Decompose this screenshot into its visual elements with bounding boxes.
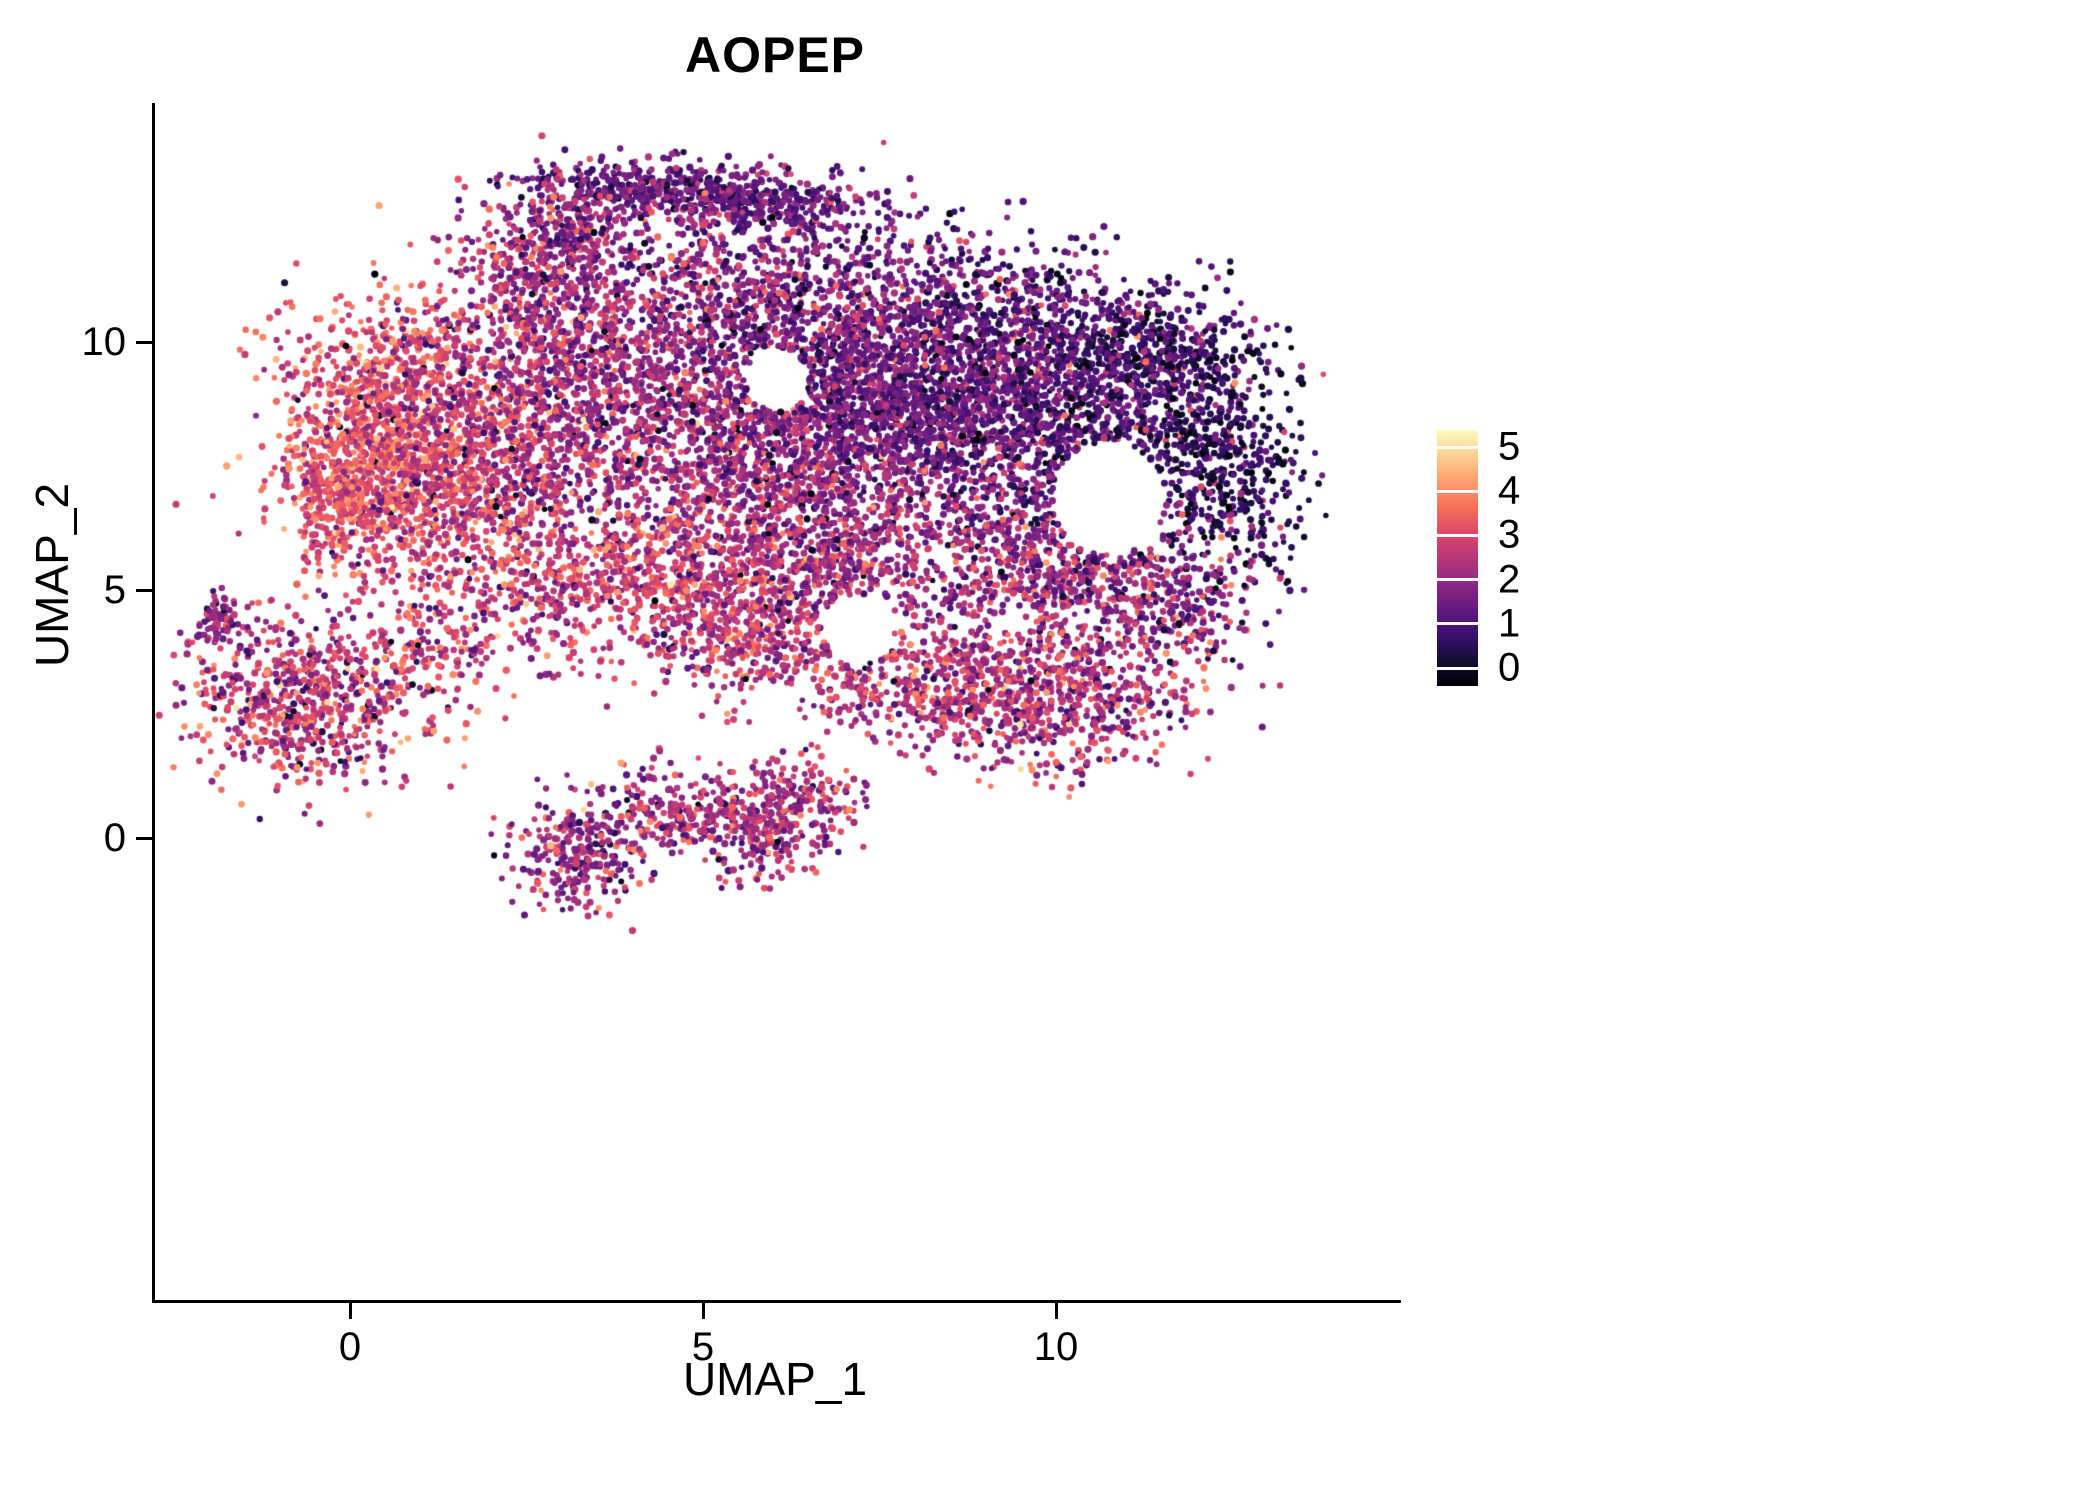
x-tick-mark bbox=[701, 1303, 705, 1319]
colorbar-gradient bbox=[1437, 430, 1478, 686]
x-axis-title: UMAP_1 bbox=[682, 1353, 868, 1405]
colorbar-tick-mark bbox=[1437, 622, 1478, 626]
colorbar-tick-label: 4 bbox=[1498, 468, 1521, 513]
colorbar-tick-label: 0 bbox=[1498, 645, 1521, 690]
plot-title: AOPEP bbox=[684, 27, 866, 83]
y-tick-label: 0 bbox=[103, 816, 126, 860]
x-axis-line bbox=[152, 1300, 1401, 1303]
colorbar-tick-mark bbox=[1437, 578, 1478, 582]
y-axis-line bbox=[152, 103, 155, 1303]
x-tick-label: 5 bbox=[691, 1325, 715, 1369]
colorbar-tick-label: 3 bbox=[1498, 512, 1521, 557]
y-tick-mark bbox=[136, 340, 152, 344]
colorbar-tick-mark bbox=[1437, 445, 1478, 449]
colorbar-tick-label: 2 bbox=[1498, 557, 1521, 602]
x-tick-label: 0 bbox=[338, 1325, 362, 1369]
y-tick-mark bbox=[136, 588, 152, 592]
colorbar-tick-mark bbox=[1437, 666, 1478, 670]
colorbar-tick-mark bbox=[1437, 533, 1478, 537]
colorbar-tick-label: 1 bbox=[1498, 601, 1521, 646]
y-tick-label: 10 bbox=[81, 320, 127, 364]
y-tick-mark bbox=[136, 836, 152, 840]
colorbar-tick-mark bbox=[1437, 489, 1478, 493]
y-tick-label: 5 bbox=[103, 568, 126, 612]
x-tick-mark bbox=[348, 1303, 352, 1319]
x-tick-mark bbox=[1054, 1303, 1058, 1319]
x-tick-label: 10 bbox=[1033, 1325, 1079, 1369]
colorbar-tick-label: 5 bbox=[1498, 424, 1521, 469]
